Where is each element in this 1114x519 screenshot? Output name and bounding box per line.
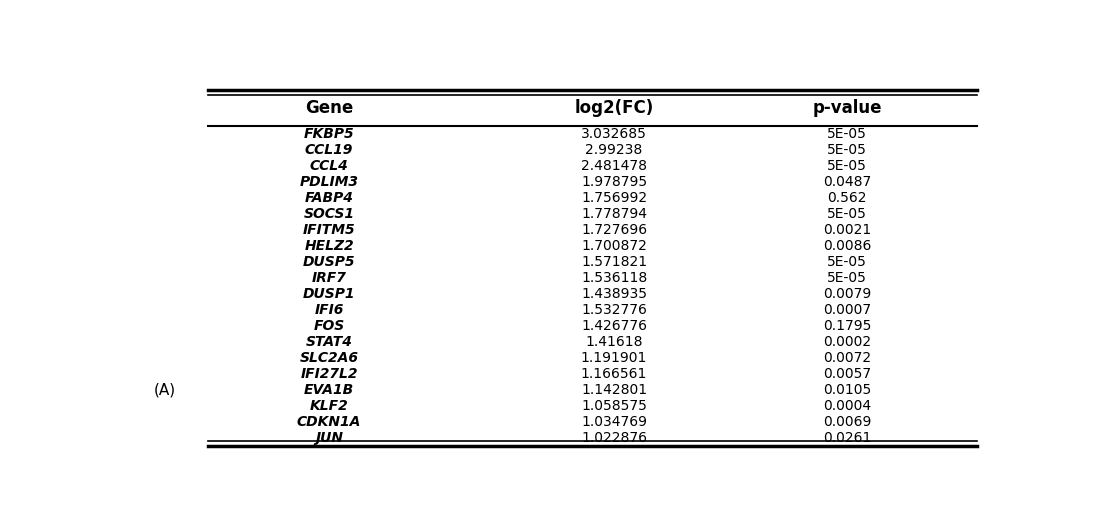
Text: 1.142801: 1.142801 [582,383,647,397]
Text: 0.0021: 0.0021 [823,223,871,237]
Text: 0.0105: 0.0105 [823,383,871,397]
Text: 0.562: 0.562 [828,191,867,205]
Text: 1.022876: 1.022876 [582,431,647,445]
Text: 1.191901: 1.191901 [580,351,647,365]
Text: EVA1B: EVA1B [304,383,354,397]
Text: 0.0004: 0.0004 [823,399,871,413]
Text: HELZ2: HELZ2 [304,239,354,253]
Text: IRF7: IRF7 [312,271,346,285]
Text: SOCS1: SOCS1 [304,207,354,221]
Text: 0.0057: 0.0057 [823,367,871,381]
Text: 5E-05: 5E-05 [828,159,867,173]
Text: 1.727696: 1.727696 [582,223,647,237]
Text: 5E-05: 5E-05 [828,127,867,141]
Text: 0.0069: 0.0069 [823,415,871,429]
Text: 2.481478: 2.481478 [582,159,647,173]
Text: IFITM5: IFITM5 [303,223,355,237]
Text: 1.532776: 1.532776 [582,303,647,317]
Text: 5E-05: 5E-05 [828,207,867,221]
Text: 1.571821: 1.571821 [582,255,647,269]
Text: 0.0079: 0.0079 [823,287,871,301]
Text: 1.536118: 1.536118 [582,271,647,285]
Text: 1.166561: 1.166561 [580,367,647,381]
Text: 0.0007: 0.0007 [823,303,871,317]
Text: 2.99238: 2.99238 [586,143,643,157]
Text: p-value: p-value [812,99,882,117]
Text: SLC2A6: SLC2A6 [300,351,359,365]
Text: 1.756992: 1.756992 [582,191,647,205]
Text: DUSP1: DUSP1 [303,287,355,301]
Text: 1.778794: 1.778794 [582,207,647,221]
Text: CDKN1A: CDKN1A [297,415,361,429]
Text: CCL4: CCL4 [310,159,349,173]
Text: CCL19: CCL19 [305,143,353,157]
Text: 5E-05: 5E-05 [828,143,867,157]
Text: IFI27L2: IFI27L2 [301,367,358,381]
Text: STAT4: STAT4 [305,335,353,349]
Text: 1.058575: 1.058575 [582,399,647,413]
Text: DUSP5: DUSP5 [303,255,355,269]
Text: Gene: Gene [305,99,353,117]
Text: 1.438935: 1.438935 [582,287,647,301]
Text: FABP4: FABP4 [305,191,353,205]
Text: FOS: FOS [313,319,345,333]
Text: 0.1795: 0.1795 [823,319,871,333]
Text: 0.0072: 0.0072 [823,351,871,365]
Text: PDLIM3: PDLIM3 [300,175,359,189]
Text: JUN: JUN [315,431,343,445]
Text: 1.426776: 1.426776 [582,319,647,333]
Text: 0.0086: 0.0086 [823,239,871,253]
Text: IFI6: IFI6 [314,303,344,317]
Text: KLF2: KLF2 [310,399,349,413]
Text: 0.0261: 0.0261 [823,431,871,445]
Text: 1.700872: 1.700872 [582,239,647,253]
Text: 5E-05: 5E-05 [828,271,867,285]
Text: 3.032685: 3.032685 [582,127,647,141]
Text: 1.978795: 1.978795 [582,175,647,189]
Text: 0.0487: 0.0487 [823,175,871,189]
Text: 0.0002: 0.0002 [823,335,871,349]
Text: 1.41618: 1.41618 [585,335,643,349]
Text: 1.034769: 1.034769 [582,415,647,429]
Text: FKBP5: FKBP5 [304,127,354,141]
Text: (A): (A) [154,383,176,398]
Text: 5E-05: 5E-05 [828,255,867,269]
Text: log2(FC): log2(FC) [575,99,654,117]
